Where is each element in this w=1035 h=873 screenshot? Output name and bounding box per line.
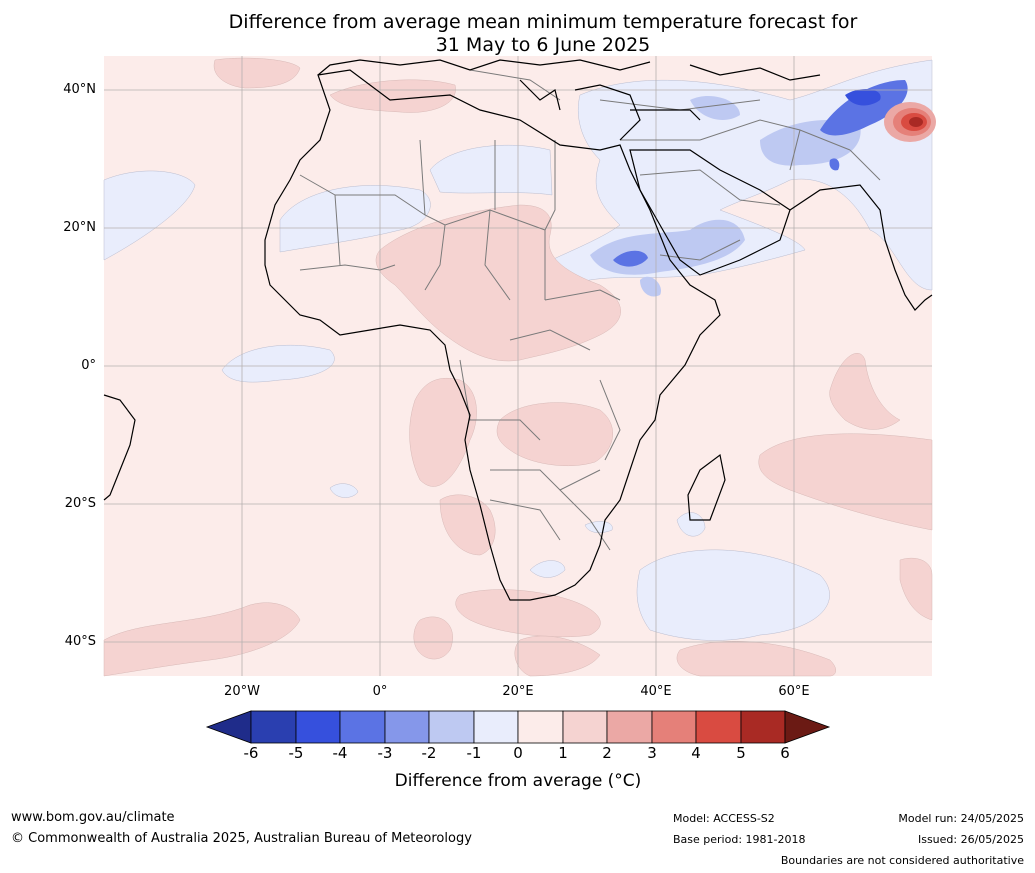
colorbar-tick: -3 — [377, 744, 393, 762]
graticule — [104, 56, 932, 676]
warm-anomaly-hotspot — [884, 102, 936, 142]
lat-label-0: 0° — [81, 358, 96, 373]
footer-model-run: Model run: 24/05/2025 — [898, 812, 1024, 825]
colorbar-tick: 2 — [602, 744, 612, 762]
colorbar-bin — [517, 710, 564, 744]
colorbar-bin — [428, 710, 475, 744]
lat-label-40s: 40°S — [64, 634, 96, 649]
cool-anomaly-regions-strongest — [613, 80, 908, 267]
colorbar-bin — [339, 710, 386, 744]
footer-model: Model: ACCESS-S2 — [673, 812, 775, 825]
lat-label-20n: 20°N — [63, 220, 96, 235]
lon-label-40e: 40°E — [640, 684, 672, 699]
footer-boundaries-note: Boundaries are not considered authoritat… — [780, 854, 1024, 867]
colorbar-extend-low — [205, 710, 252, 744]
lon-label-20e: 20°E — [502, 684, 534, 699]
colorbar-tick: 1 — [558, 744, 568, 762]
colorbar-bin — [250, 710, 297, 744]
footer-base-period: Base period: 1981-2018 — [673, 833, 806, 846]
footer-issued: Issued: 26/05/2025 — [917, 833, 1024, 846]
lat-label-40n: 40°N — [63, 82, 96, 97]
lon-label-0: 0° — [372, 684, 388, 699]
colorbar-tick: -1 — [466, 744, 482, 762]
colorbar-tick: 5 — [736, 744, 746, 762]
colorbar-tick: 4 — [691, 744, 701, 762]
lon-label-20w: 20°W — [224, 684, 260, 699]
lon-label-60e: 60°E — [778, 684, 810, 699]
colorbar-bin — [562, 710, 608, 744]
colorbar-extend-high — [784, 710, 831, 744]
colorbar-label: Difference from average (°C) — [394, 771, 642, 791]
coastlines — [103, 59, 933, 601]
colorbar-tick: -4 — [332, 744, 348, 762]
colorbar-bin — [384, 710, 430, 744]
colorbar-bin — [740, 710, 786, 744]
colorbar-tick: -5 — [288, 744, 304, 762]
country-boundaries — [299, 69, 881, 551]
chart-title-line-2: 31 May to 6 June 2025 — [435, 34, 651, 56]
colorbar-tick: 0 — [513, 744, 523, 762]
colorbar-bin — [606, 710, 653, 744]
colorbar-tick: -6 — [243, 744, 259, 762]
chart-title-line-1: Difference from average mean minimum tem… — [228, 11, 858, 33]
colorbar-bin — [473, 710, 519, 744]
colorbar — [205, 710, 831, 744]
colorbar-tick: 3 — [647, 744, 657, 762]
colorbar-bin — [295, 710, 341, 744]
colorbar-tick: -2 — [421, 744, 437, 762]
footer-url: www.bom.gov.au/climate — [11, 810, 175, 825]
colorbar-tick: 6 — [780, 744, 790, 762]
colorbar-bin — [651, 710, 697, 744]
colorbar-bin — [695, 710, 742, 744]
lat-label-20s: 20°S — [64, 496, 96, 511]
footer-copyright: © Commonwealth of Australia 2025, Austra… — [11, 831, 472, 846]
